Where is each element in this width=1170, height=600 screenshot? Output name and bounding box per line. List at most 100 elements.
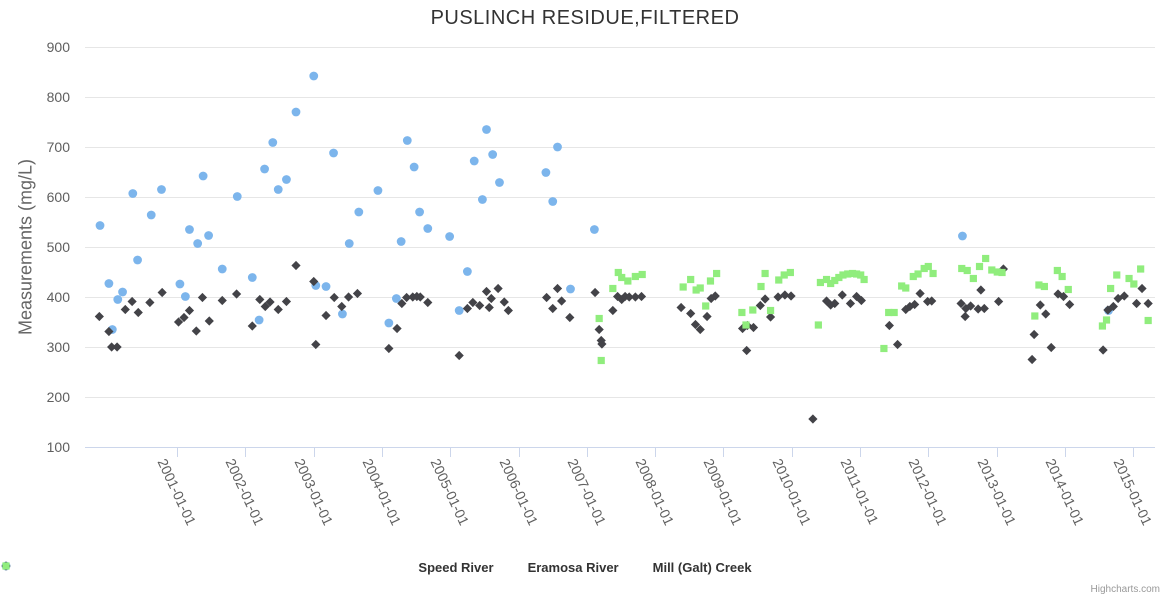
point-speed-river[interactable] xyxy=(454,306,464,315)
point-eramosa-river[interactable] xyxy=(1108,301,1118,312)
point-mill-galt-creek[interactable] xyxy=(1144,316,1152,325)
point-speed-river[interactable] xyxy=(445,232,455,241)
point-mill-galt-creek[interactable] xyxy=(1098,322,1107,330)
point-mill-galt-creek[interactable] xyxy=(816,278,825,287)
point-eramosa-river[interactable] xyxy=(423,297,433,308)
point-speed-river[interactable] xyxy=(247,273,257,282)
point-eramosa-river[interactable] xyxy=(597,339,607,349)
point-eramosa-river[interactable] xyxy=(191,326,201,336)
point-mill-galt-creek[interactable] xyxy=(814,321,822,329)
point-eramosa-river[interactable] xyxy=(281,296,292,307)
point-speed-river[interactable] xyxy=(469,156,479,166)
point-eramosa-river[interactable] xyxy=(1103,305,1113,315)
point-mill-galt-creek[interactable] xyxy=(614,268,622,277)
point-eramosa-river[interactable] xyxy=(197,292,208,303)
point-eramosa-river[interactable] xyxy=(856,295,866,306)
point-eramosa-river[interactable] xyxy=(231,289,242,299)
point-mill-galt-creek[interactable] xyxy=(857,271,865,279)
point-eramosa-river[interactable] xyxy=(1119,291,1129,301)
point-eramosa-river[interactable] xyxy=(837,290,847,300)
point-speed-river[interactable] xyxy=(113,295,123,304)
point-eramosa-river[interactable] xyxy=(1058,291,1069,302)
point-eramosa-river[interactable] xyxy=(311,339,321,350)
point-eramosa-river[interactable] xyxy=(760,294,770,304)
point-eramosa-river[interactable] xyxy=(343,292,354,302)
point-eramosa-river[interactable] xyxy=(960,311,970,322)
point-eramosa-river[interactable] xyxy=(265,297,275,307)
point-eramosa-river[interactable] xyxy=(127,296,137,307)
point-speed-river[interactable] xyxy=(193,239,203,248)
point-speed-river[interactable] xyxy=(482,125,491,134)
point-eramosa-river[interactable] xyxy=(973,304,983,314)
point-mill-galt-creek[interactable] xyxy=(975,262,984,271)
point-eramosa-river[interactable] xyxy=(217,295,227,306)
point-eramosa-river[interactable] xyxy=(255,294,265,305)
point-eramosa-river[interactable] xyxy=(462,303,472,314)
point-mill-galt-creek[interactable] xyxy=(597,356,605,365)
point-eramosa-river[interactable] xyxy=(1046,342,1056,353)
point-speed-river[interactable] xyxy=(282,175,291,184)
point-mill-galt-creek[interactable] xyxy=(696,284,704,292)
point-mill-galt-creek[interactable] xyxy=(844,270,852,278)
point-speed-river[interactable] xyxy=(402,136,412,145)
point-mill-galt-creek[interactable] xyxy=(909,272,917,281)
point-eramosa-river[interactable] xyxy=(402,292,412,303)
point-eramosa-river[interactable] xyxy=(104,326,114,337)
legend-item-speed-river[interactable]: Speed River xyxy=(1,560,494,575)
point-speed-river[interactable] xyxy=(128,189,138,198)
point-speed-river[interactable] xyxy=(541,168,551,177)
point-mill-galt-creek[interactable] xyxy=(993,268,1001,276)
point-speed-river[interactable] xyxy=(415,207,424,217)
point-eramosa-river[interactable] xyxy=(260,301,270,312)
point-speed-river[interactable] xyxy=(373,186,383,195)
point-eramosa-river[interactable] xyxy=(630,292,640,302)
point-eramosa-river[interactable] xyxy=(468,297,478,308)
point-eramosa-river[interactable] xyxy=(966,301,976,311)
point-mill-galt-creek[interactable] xyxy=(638,270,646,279)
point-mill-galt-creek[interactable] xyxy=(839,271,847,279)
point-speed-river[interactable] xyxy=(958,231,967,241)
point-eramosa-river[interactable] xyxy=(979,303,989,314)
point-eramosa-river[interactable] xyxy=(608,305,618,316)
point-eramosa-river[interactable] xyxy=(484,302,494,313)
point-mill-galt-creek[interactable] xyxy=(902,284,910,292)
point-speed-river[interactable] xyxy=(185,225,194,234)
point-mill-galt-creek[interactable] xyxy=(702,302,710,310)
point-eramosa-river[interactable] xyxy=(742,345,752,356)
point-mill-galt-creek[interactable] xyxy=(982,254,990,263)
point-mill-galt-creek[interactable] xyxy=(880,344,888,353)
point-eramosa-river[interactable] xyxy=(273,304,283,315)
point-eramosa-river[interactable] xyxy=(415,292,425,302)
point-mill-galt-creek[interactable] xyxy=(761,269,769,278)
point-mill-galt-creek[interactable] xyxy=(1064,285,1072,294)
point-mill-galt-creek[interactable] xyxy=(631,272,639,281)
point-mill-galt-creek[interactable] xyxy=(929,269,937,278)
point-speed-river[interactable] xyxy=(409,162,419,172)
point-speed-river[interactable] xyxy=(133,255,142,265)
point-mill-galt-creek[interactable] xyxy=(679,283,687,291)
point-mill-galt-creek[interactable] xyxy=(618,273,626,282)
point-mill-galt-creek[interactable] xyxy=(1113,271,1121,279)
point-eramosa-river[interactable] xyxy=(475,300,485,311)
point-eramosa-river[interactable] xyxy=(541,292,552,303)
point-eramosa-river[interactable] xyxy=(392,323,402,334)
point-eramosa-river[interactable] xyxy=(503,305,513,316)
point-eramosa-river[interactable] xyxy=(748,322,759,333)
point-eramosa-river[interactable] xyxy=(184,305,195,316)
point-eramosa-river[interactable] xyxy=(786,291,796,301)
point-eramosa-river[interactable] xyxy=(695,324,705,335)
point-eramosa-river[interactable] xyxy=(636,291,647,302)
point-speed-river[interactable] xyxy=(118,287,127,297)
point-mill-galt-creek[interactable] xyxy=(749,306,757,314)
legend-item-mill-galt-creek[interactable]: Mill (Galt) Creek xyxy=(2,560,752,575)
point-speed-river[interactable] xyxy=(329,148,338,158)
point-speed-river[interactable] xyxy=(204,231,213,240)
point-mill-galt-creek[interactable] xyxy=(775,276,783,284)
point-mill-galt-creek[interactable] xyxy=(595,314,603,323)
point-mill-galt-creek[interactable] xyxy=(860,275,868,284)
point-speed-river[interactable] xyxy=(488,150,498,159)
point-eramosa-river[interactable] xyxy=(486,293,496,304)
point-mill-galt-creek[interactable] xyxy=(742,321,750,329)
point-speed-river[interactable] xyxy=(254,315,264,325)
point-speed-river[interactable] xyxy=(566,284,575,294)
